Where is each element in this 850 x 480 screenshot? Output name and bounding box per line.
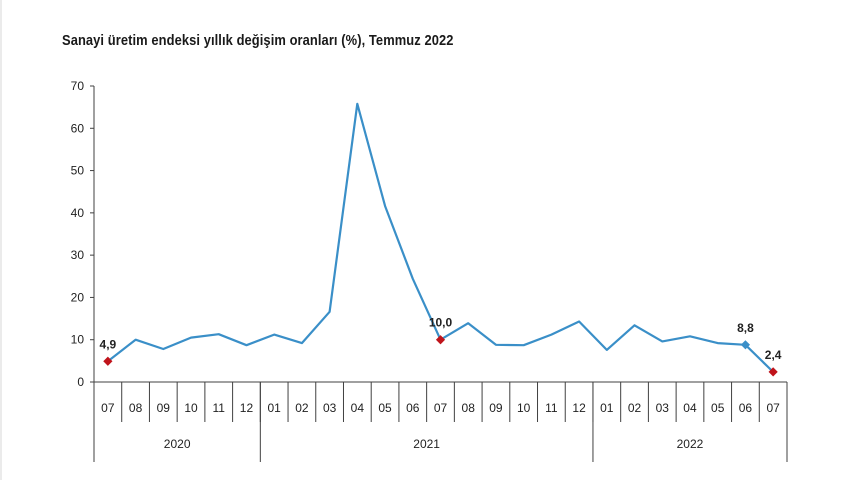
chart-title: Sanayi üretim endeksi yıllık değişim ora… [62, 32, 454, 49]
x-axis: 07 08 09 10 11 12 01 02 03 04 05 06 07 08 09 10 11 12 01 02… [93, 381, 788, 462]
x-tick-label: 10 [517, 401, 531, 415]
y-tick-label: 20 [71, 290, 85, 304]
x-tick-label: 02 [295, 401, 309, 415]
x-tick-label: 06 [406, 401, 420, 415]
x-tick-label: 08 [462, 401, 476, 415]
y-tick-label: 10 [71, 333, 85, 347]
x-tick-label: 12 [240, 401, 254, 415]
page-edge-rule [0, 0, 2, 480]
x-tick-label: 11 [213, 401, 226, 415]
x-tick-label: 03 [656, 401, 670, 415]
x-tick-label: 09 [489, 401, 503, 415]
year-label: 2020 [164, 437, 191, 451]
data-point-marker [103, 356, 113, 366]
x-tick-label: 01 [268, 401, 282, 415]
x-tick-label: 05 [711, 401, 725, 415]
data-point-marker [740, 340, 751, 350]
y-tick-label: 0 [77, 375, 84, 389]
x-tick-label: 04 [351, 401, 365, 415]
data-label: 10,0 [429, 316, 453, 330]
x-tick-label: 02 [628, 401, 642, 415]
x-tick-label: 09 [157, 401, 171, 415]
series-line-group [107, 102, 774, 373]
x-tick-label: 05 [378, 401, 392, 415]
year-label: 2021 [413, 437, 440, 451]
y-tick-label: 70 [71, 79, 85, 93]
y-tick-label: 60 [71, 121, 85, 135]
x-tick-label: 11 [545, 401, 558, 415]
x-tick-label: 06 [739, 401, 753, 415]
year-label: 2022 [677, 437, 704, 451]
data-label: 2,4 [765, 348, 782, 362]
chart-axes: 0 10 20 30 40 50 60 70 [71, 79, 95, 389]
data-label: 4,9 [100, 337, 117, 351]
x-tick-label: 04 [683, 401, 697, 415]
x-tick-label: 12 [572, 401, 586, 415]
x-tick-label: 07 [434, 401, 448, 415]
data-label: 8,8 [737, 321, 754, 335]
markers-group: 4,9 10,0 8,8 2,4 [100, 316, 782, 377]
data-point-marker [435, 335, 446, 345]
x-tick-label: 08 [129, 401, 143, 415]
x-tick-label: 07 [101, 401, 115, 415]
x-tick-label: 07 [766, 401, 780, 415]
y-tick-label: 30 [71, 248, 85, 262]
y-tick-label: 50 [71, 164, 85, 178]
y-tick-label: 40 [71, 206, 85, 220]
x-tick-label: 03 [323, 401, 337, 415]
data-point-marker [768, 367, 778, 377]
x-tick-label: 10 [184, 401, 198, 415]
x-tick-label: 01 [600, 401, 614, 415]
series-line [107, 102, 774, 373]
